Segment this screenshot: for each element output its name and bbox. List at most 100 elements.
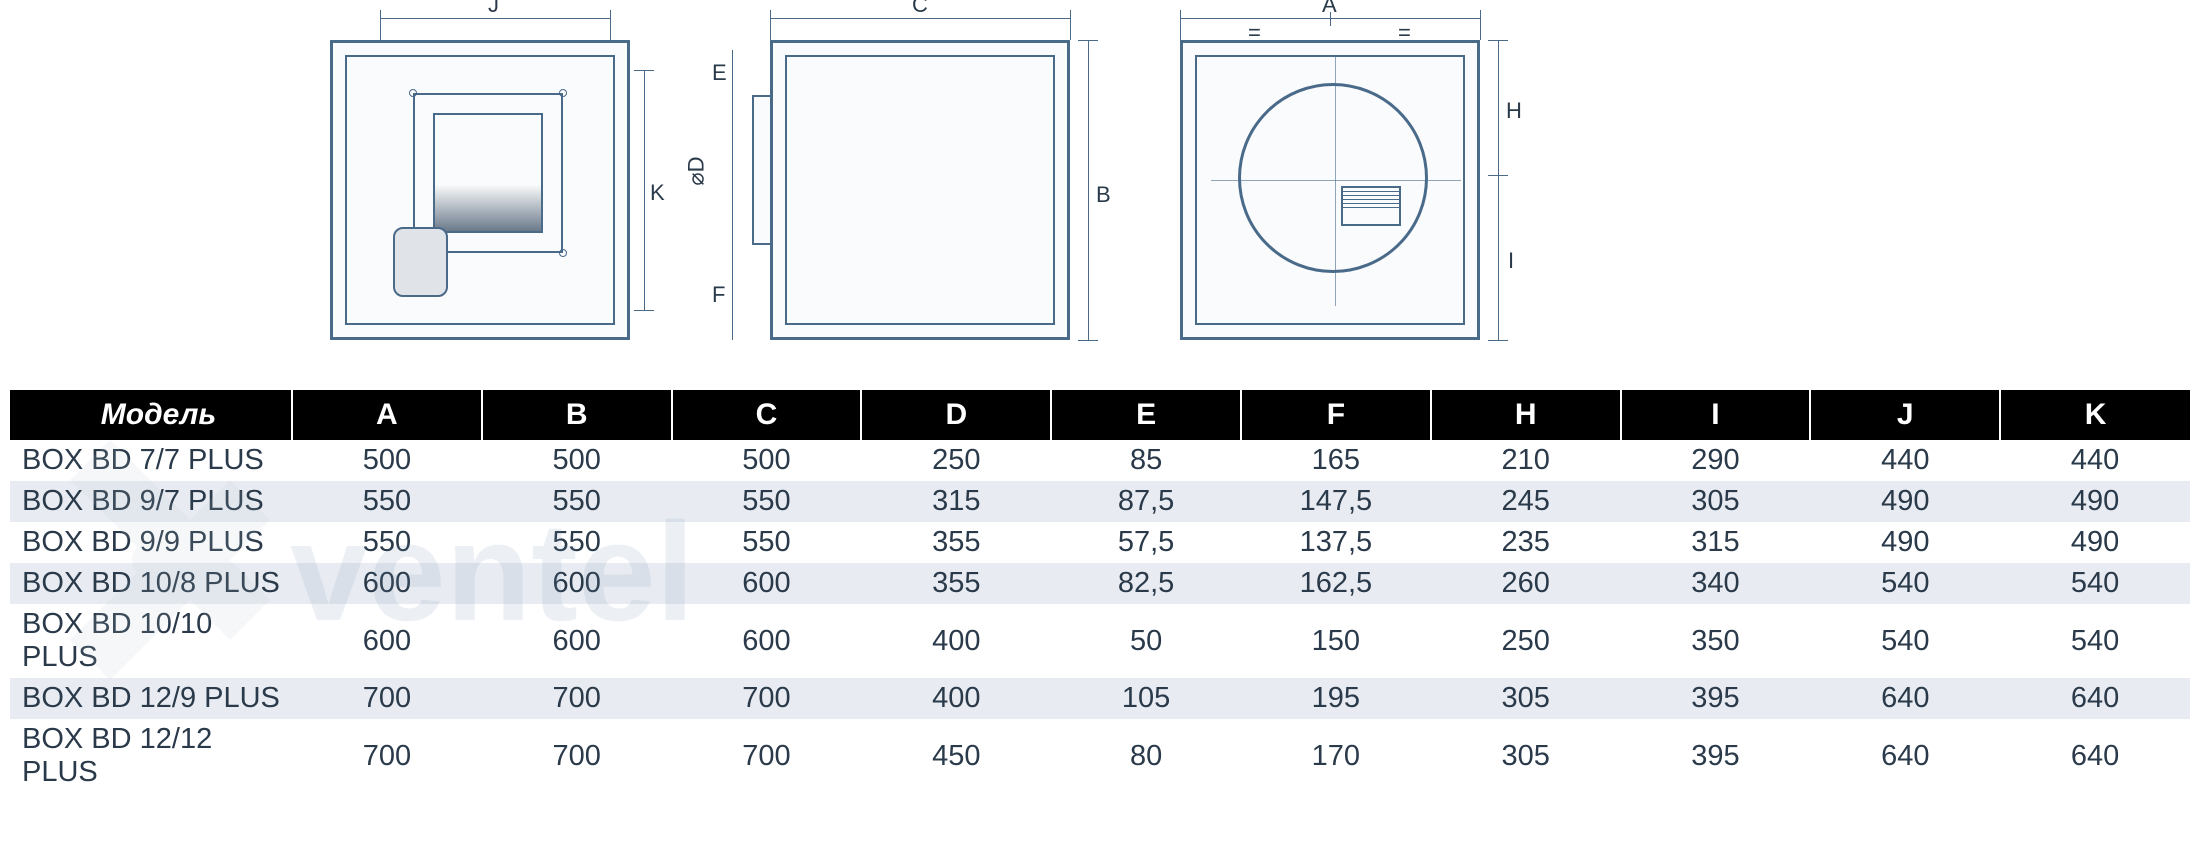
cell-value: 600 <box>482 563 672 604</box>
col-header-b: B <box>482 390 672 440</box>
cell-value: 355 <box>861 522 1051 563</box>
cell-value: 700 <box>292 678 482 719</box>
cell-value: 315 <box>861 481 1051 522</box>
cell-value: 395 <box>1621 719 1811 793</box>
col-header-model: Модель <box>10 390 292 440</box>
cell-value: 490 <box>2000 481 2190 522</box>
cell-value: 355 <box>861 563 1051 604</box>
cell-value: 150 <box>1241 604 1431 678</box>
cell-model: BOX BD 7/7 PLUS <box>10 440 292 481</box>
cell-value: 80 <box>1051 719 1241 793</box>
cell-value: 50 <box>1051 604 1241 678</box>
cell-value: 550 <box>672 522 862 563</box>
cell-value: 105 <box>1051 678 1241 719</box>
dim-label-a: A <box>1322 0 1337 18</box>
dim-label-j: J <box>488 0 499 18</box>
cell-value: 490 <box>2000 522 2190 563</box>
cell-value: 490 <box>1810 481 2000 522</box>
col-header-h: H <box>1431 390 1621 440</box>
cell-model: BOX BD 12/12 PLUS <box>10 719 292 793</box>
col-header-e: E <box>1051 390 1241 440</box>
diagram-view-2: C E ⌀D F B <box>720 10 1120 360</box>
cell-value: 210 <box>1431 440 1621 481</box>
cell-value: 550 <box>482 522 672 563</box>
cell-value: 250 <box>1431 604 1621 678</box>
cell-value: 195 <box>1241 678 1431 719</box>
cell-value: 600 <box>292 604 482 678</box>
cell-value: 550 <box>672 481 862 522</box>
cell-value: 500 <box>292 440 482 481</box>
cell-model: BOX BD 12/9 PLUS <box>10 678 292 719</box>
cell-value: 400 <box>861 604 1051 678</box>
cell-value: 147,5 <box>1241 481 1431 522</box>
table-row: BOX BD 9/7 PLUS55055055031587,5147,52453… <box>10 481 2190 522</box>
cell-value: 550 <box>292 481 482 522</box>
table-row: BOX BD 10/8 PLUS60060060035582,5162,5260… <box>10 563 2190 604</box>
cell-value: 400 <box>861 678 1051 719</box>
col-header-f: F <box>1241 390 1431 440</box>
table-row: BOX BD 12/12 PLUS70070070045080170305395… <box>10 719 2190 793</box>
cell-value: 600 <box>672 604 862 678</box>
cell-value: 700 <box>482 678 672 719</box>
cell-value: 305 <box>1431 678 1621 719</box>
cell-value: 305 <box>1431 719 1621 793</box>
cell-model: BOX BD 10/10 PLUS <box>10 604 292 678</box>
diagram-view-1: J K <box>330 10 660 360</box>
table-row: BOX BD 7/7 PLUS5005005002508516521029044… <box>10 440 2190 481</box>
cell-value: 540 <box>1810 563 2000 604</box>
dim-label-i: I <box>1508 248 1514 274</box>
cell-value: 450 <box>861 719 1051 793</box>
table-row: BOX BD 12/9 PLUS700700700400105195305395… <box>10 678 2190 719</box>
cell-value: 85 <box>1051 440 1241 481</box>
diagram-view-3: A = = H <box>1180 10 1560 360</box>
dim-label-b: B <box>1096 182 1111 208</box>
cell-value: 170 <box>1241 719 1431 793</box>
cell-value: 500 <box>672 440 862 481</box>
cell-value: 315 <box>1621 522 1811 563</box>
cell-value: 245 <box>1431 481 1621 522</box>
cell-value: 137,5 <box>1241 522 1431 563</box>
technical-diagrams: J K C <box>0 0 2200 390</box>
col-header-k: K <box>2000 390 2190 440</box>
dim-label-c: C <box>912 0 928 18</box>
cell-value: 640 <box>2000 678 2190 719</box>
dim-label-d: ⌀D <box>684 156 710 185</box>
dim-label-k: K <box>650 180 665 206</box>
cell-value: 640 <box>2000 719 2190 793</box>
cell-value: 500 <box>482 440 672 481</box>
cell-value: 700 <box>672 678 862 719</box>
cell-value: 305 <box>1621 481 1811 522</box>
cell-value: 700 <box>672 719 862 793</box>
dim-label-e: E <box>712 60 727 86</box>
cell-value: 290 <box>1621 440 1811 481</box>
cell-value: 350 <box>1621 604 1811 678</box>
col-header-c: C <box>672 390 862 440</box>
cell-value: 87,5 <box>1051 481 1241 522</box>
cell-value: 395 <box>1621 678 1811 719</box>
cell-model: BOX BD 10/8 PLUS <box>10 563 292 604</box>
col-header-i: I <box>1621 390 1811 440</box>
cell-value: 440 <box>2000 440 2190 481</box>
cell-value: 700 <box>292 719 482 793</box>
cell-value: 550 <box>292 522 482 563</box>
cell-value: 57,5 <box>1051 522 1241 563</box>
cell-value: 440 <box>1810 440 2000 481</box>
cell-value: 235 <box>1431 522 1621 563</box>
table-row: BOX BD 10/10 PLUS60060060040050150250350… <box>10 604 2190 678</box>
table-row: BOX BD 9/9 PLUS55055055035557,5137,52353… <box>10 522 2190 563</box>
table-header-row: Модель A B C D E F H I J K <box>10 390 2190 440</box>
cell-value: 600 <box>672 563 862 604</box>
cell-value: 540 <box>2000 604 2190 678</box>
cell-model: BOX BD 9/9 PLUS <box>10 522 292 563</box>
cell-model: BOX BD 9/7 PLUS <box>10 481 292 522</box>
cell-value: 600 <box>292 563 482 604</box>
cell-value: 540 <box>1810 604 2000 678</box>
cell-value: 600 <box>482 604 672 678</box>
cell-value: 165 <box>1241 440 1431 481</box>
cell-value: 340 <box>1621 563 1811 604</box>
cell-value: 490 <box>1810 522 2000 563</box>
dim-label-f: F <box>712 282 725 308</box>
cell-value: 550 <box>482 481 672 522</box>
cell-value: 260 <box>1431 563 1621 604</box>
cell-value: 700 <box>482 719 672 793</box>
